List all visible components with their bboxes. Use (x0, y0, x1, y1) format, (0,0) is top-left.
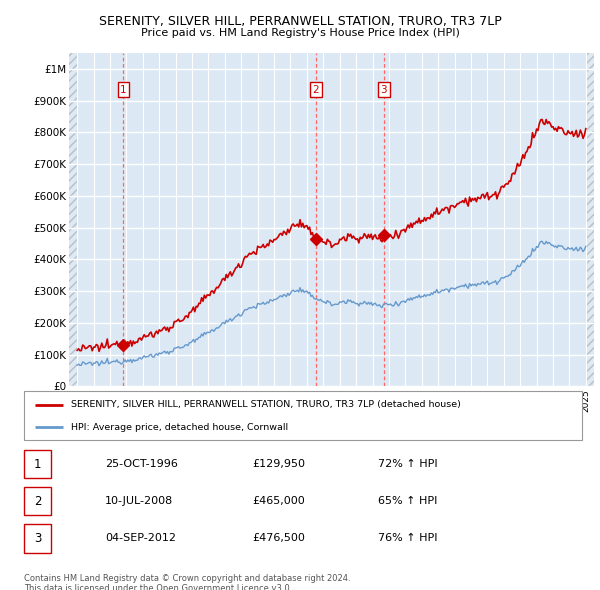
Text: 10-JUL-2008: 10-JUL-2008 (105, 496, 173, 506)
Text: SERENITY, SILVER HILL, PERRANWELL STATION, TRURO, TR3 7LP (detached house): SERENITY, SILVER HILL, PERRANWELL STATIO… (71, 400, 461, 409)
Text: 3: 3 (380, 85, 387, 95)
Text: 2: 2 (312, 85, 319, 95)
Text: £465,000: £465,000 (252, 496, 305, 506)
Text: 72% ↑ HPI: 72% ↑ HPI (378, 459, 437, 469)
Text: Price paid vs. HM Land Registry's House Price Index (HPI): Price paid vs. HM Land Registry's House … (140, 28, 460, 38)
Text: SERENITY, SILVER HILL, PERRANWELL STATION, TRURO, TR3 7LP: SERENITY, SILVER HILL, PERRANWELL STATIO… (98, 15, 502, 28)
Text: Contains HM Land Registry data © Crown copyright and database right 2024.
This d: Contains HM Land Registry data © Crown c… (24, 574, 350, 590)
Text: HPI: Average price, detached house, Cornwall: HPI: Average price, detached house, Corn… (71, 423, 289, 432)
Text: 1: 1 (34, 457, 41, 471)
Text: 25-OCT-1996: 25-OCT-1996 (105, 459, 178, 469)
Text: 3: 3 (34, 532, 41, 545)
Text: £476,500: £476,500 (252, 533, 305, 543)
Text: 04-SEP-2012: 04-SEP-2012 (105, 533, 176, 543)
Text: 2: 2 (34, 494, 41, 508)
Text: £129,950: £129,950 (252, 459, 305, 469)
Text: 76% ↑ HPI: 76% ↑ HPI (378, 533, 437, 543)
Text: 65% ↑ HPI: 65% ↑ HPI (378, 496, 437, 506)
Text: 1: 1 (120, 85, 127, 95)
